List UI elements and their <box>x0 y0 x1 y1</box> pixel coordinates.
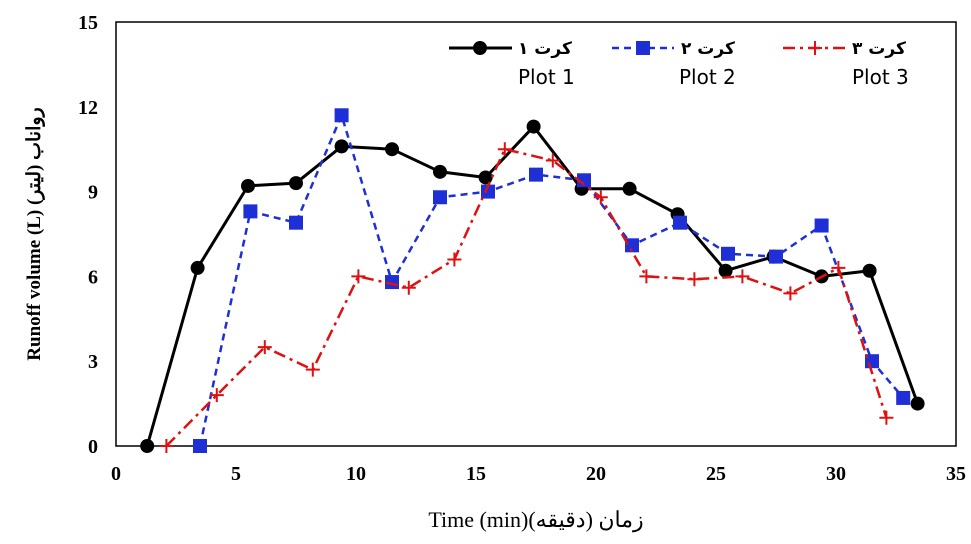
data-point-plot3 <box>831 260 846 275</box>
legend: کرت ۱ Plot 1 کرت ۲ Plot 2 کرت ۳ Plot 3 <box>449 39 909 89</box>
y-axis-label: Runoff volume (L) (لیتر) رواناب <box>24 107 45 360</box>
data-point-plot2 <box>481 184 495 199</box>
data-point-plot1 <box>433 164 447 179</box>
data-point-plot2 <box>529 167 543 182</box>
data-point-plot3 <box>593 190 608 205</box>
legend-marker-plot1 <box>473 41 487 55</box>
y-tick-label: 9 <box>88 182 98 204</box>
data-point-plot1 <box>190 260 205 275</box>
data-point-plot3 <box>497 142 512 157</box>
legend-label-en-plot2: Plot 2 <box>679 65 736 89</box>
legend-label-en-plot3: Plot 3 <box>852 65 909 89</box>
data-point-plot3 <box>447 252 462 267</box>
data-point-plot3 <box>351 269 366 284</box>
y-tick-label: 15 <box>78 12 98 34</box>
legend-marker-plot2 <box>636 41 650 55</box>
data-point-plot2 <box>334 108 349 123</box>
data-point-plot3 <box>159 439 174 453</box>
series-line-plot2 <box>198 114 905 447</box>
legend-item-plot1: کرت ۱ Plot 1 <box>449 39 575 89</box>
legend-label-fa-plot2: کرت ۲ <box>681 39 735 59</box>
data-point-plot1 <box>334 139 349 154</box>
x-tick-label: 5 <box>231 463 241 485</box>
data-point-plot3 <box>639 269 654 284</box>
data-point-plot3 <box>305 362 320 377</box>
y-tick-label: 12 <box>78 97 98 119</box>
legend-label-fa-plot1: کرت ۱ <box>518 39 572 59</box>
x-tick-label: 30 <box>826 463 846 485</box>
x-tick-label: 25 <box>706 463 726 485</box>
data-point-plot1 <box>862 263 877 278</box>
data-point-plot1 <box>910 396 925 411</box>
legend-item-plot3: کرت ۳ Plot 3 <box>783 39 909 89</box>
data-point-plot1 <box>718 263 733 278</box>
legend-label-en-plot1: Plot 1 <box>518 65 575 89</box>
data-point-plot3 <box>783 286 798 301</box>
data-point-plot1 <box>289 176 303 191</box>
x-axis-label: Time (min)(دقیقه) زمان <box>428 507 643 533</box>
series-plot3 <box>159 142 894 453</box>
series-line-plot3 <box>165 147 888 447</box>
data-point-plot3 <box>735 269 750 284</box>
data-point-plot2 <box>433 190 447 205</box>
data-point-plot3 <box>545 153 560 168</box>
data-point-plot2 <box>577 173 591 188</box>
legend-marker-plot3 <box>808 41 822 55</box>
x-tick-label: 0 <box>111 463 121 485</box>
legend-item-plot2: کرت ۲ Plot 2 <box>612 39 736 89</box>
data-point-plot1 <box>385 142 399 157</box>
y-tick-label: 3 <box>88 351 98 373</box>
y-tick-label: 0 <box>88 436 98 458</box>
data-point-plot3 <box>687 272 702 287</box>
x-tick-label: 35 <box>946 463 966 485</box>
legend-label-fa-plot3: کرت ۳ <box>852 39 906 59</box>
data-point-plot3 <box>879 410 894 425</box>
y-tick-label: 6 <box>88 266 98 288</box>
data-point-plot1 <box>140 439 155 453</box>
x-tick-label: 20 <box>586 463 606 485</box>
x-tick-label: 10 <box>346 463 366 485</box>
data-point-plot1 <box>478 170 493 185</box>
data-point-plot3 <box>401 280 416 295</box>
data-point-plot3 <box>257 340 272 355</box>
data-point-plot1 <box>526 119 541 134</box>
data-point-plot2 <box>814 218 829 233</box>
data-point-plot1 <box>622 181 637 196</box>
data-point-plot3 <box>209 388 224 403</box>
series-plot2 <box>193 108 911 453</box>
data-point-plot2 <box>721 246 735 261</box>
data-point-plot2 <box>243 204 258 219</box>
x-tick-label: 15 <box>466 463 486 485</box>
data-point-plot2 <box>193 439 207 453</box>
data-point-plot2 <box>289 215 303 230</box>
data-point-plot2 <box>625 238 639 253</box>
plot-area-frame <box>115 21 957 447</box>
data-point-plot2 <box>769 249 783 264</box>
data-point-plot2 <box>673 215 687 230</box>
data-point-plot2 <box>896 390 911 405</box>
data-point-plot1 <box>241 178 255 193</box>
